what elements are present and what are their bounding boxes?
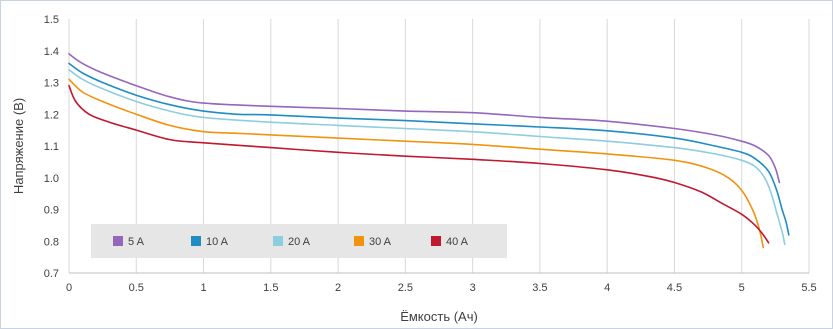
- series-line-3: [68, 69, 786, 246]
- x-tick-label: 1: [200, 282, 206, 294]
- legend-label: 5 A: [128, 236, 145, 248]
- legend-label: 30 A: [369, 236, 392, 248]
- legend-label: 10 A: [206, 236, 229, 248]
- y-tick-label: 1.0: [44, 173, 59, 185]
- x-tick-label: 1.5: [263, 282, 278, 294]
- legend: 5 A 10 A 20 A 30 A 40 A: [91, 224, 507, 258]
- y-tick-label: 1.2: [44, 109, 59, 121]
- x-axis-title: Ёмкость (Ач): [400, 309, 478, 324]
- x-tick-label: 2.5: [398, 282, 413, 294]
- series-line-2: [68, 62, 790, 236]
- y-tick-label: 1.3: [44, 78, 59, 90]
- legend-swatch: [354, 236, 364, 246]
- series-line-1: [68, 53, 781, 184]
- legend-swatch: [113, 236, 123, 246]
- y-tick-label: 0.7: [44, 268, 59, 280]
- y-tick-label: 1.1: [44, 141, 59, 153]
- x-tick-label: 0: [66, 282, 72, 294]
- x-tick-label: 2: [335, 282, 341, 294]
- x-tick-label: 5.5: [801, 282, 816, 294]
- legend-swatch: [191, 236, 201, 246]
- y-tick-label: 1.4: [44, 46, 59, 58]
- y-axis-title: Напряжение (В): [11, 98, 26, 194]
- legend-swatch: [273, 236, 283, 246]
- y-tick-label: 1.5: [44, 14, 59, 26]
- series-line-5: [68, 84, 770, 244]
- x-tick-label: 0.5: [129, 282, 144, 294]
- grid: [68, 19, 810, 273]
- series-lines: [68, 53, 790, 249]
- y-tick-label: 0.9: [44, 205, 59, 217]
- x-tick-label: 4.5: [667, 282, 682, 294]
- legend-label: 40 A: [446, 236, 469, 248]
- y-tick-label: 0.8: [44, 236, 59, 248]
- legend-swatch: [431, 236, 441, 246]
- x-tick-label: 3: [470, 282, 476, 294]
- axes: 0 0.5 1 1.5 2 2.5 3 3.5 4 4.5 5 5.5 0.7 0.8 0.9 1.0 1.1 1…: [44, 14, 817, 294]
- series-line-4: [68, 78, 765, 249]
- x-tick-label: 4: [604, 282, 610, 294]
- x-tick-label: 3.5: [532, 282, 547, 294]
- legend-label: 20 A: [288, 236, 311, 248]
- x-tick-label: 5: [739, 282, 745, 294]
